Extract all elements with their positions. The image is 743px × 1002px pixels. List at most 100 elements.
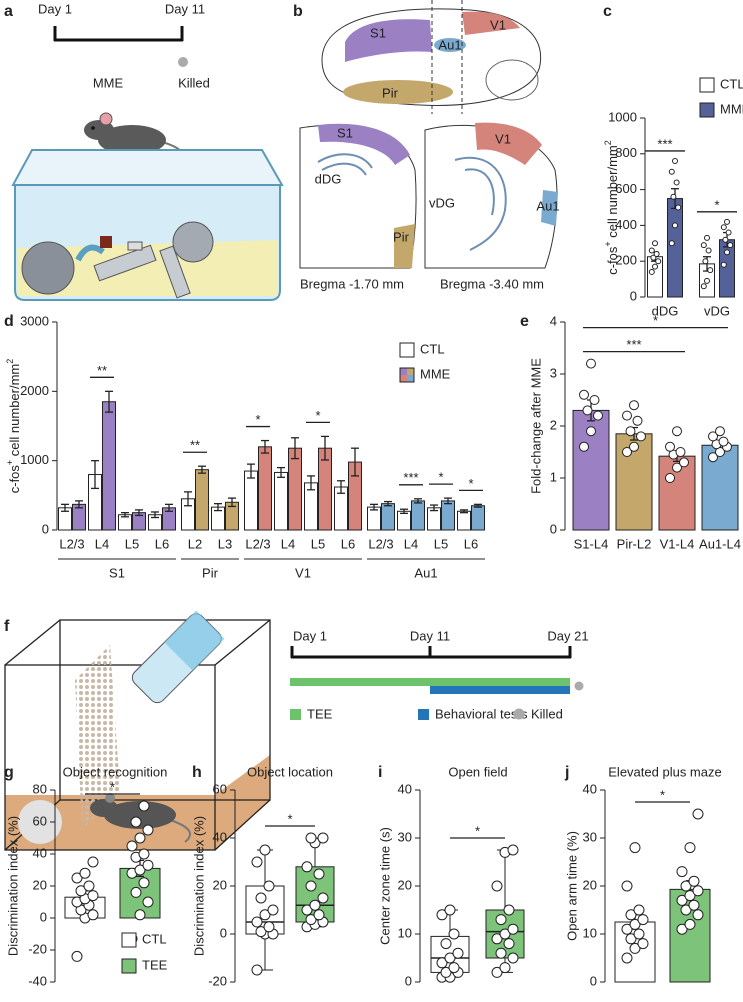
data-point	[259, 909, 271, 921]
mouse	[90, 793, 191, 843]
chart-title: Object location	[247, 764, 333, 779]
panel-letter: j	[564, 764, 569, 781]
data-point	[704, 277, 710, 284]
panel-letter: b	[293, 3, 303, 20]
data-point	[637, 914, 649, 926]
y-axis-label-part: cell number/mm	[605, 145, 620, 241]
region-label: Pir	[393, 229, 410, 244]
x-tick-label: L2/3	[368, 536, 393, 551]
significance: *	[660, 787, 665, 802]
data-point	[633, 928, 645, 940]
y-tick-label: 40	[213, 829, 227, 844]
data-point	[679, 457, 689, 468]
significance: ***	[403, 470, 418, 485]
significance: ***	[626, 337, 641, 352]
legend-label: MME	[720, 101, 743, 116]
data-point	[317, 892, 329, 904]
legend-label: TEE	[142, 957, 168, 972]
data-point	[593, 410, 603, 421]
x-tick-label: L2/3	[245, 536, 270, 551]
legend-swatch-part	[407, 375, 414, 382]
region-label: Au1	[536, 198, 559, 213]
region-au1	[541, 190, 558, 226]
region-s1	[318, 123, 410, 165]
data-point	[652, 263, 658, 270]
data-point	[313, 909, 325, 921]
y-tick-label: 40	[583, 781, 597, 796]
data-point	[582, 405, 593, 416]
data-point	[263, 921, 275, 933]
legend-swatch-part	[400, 368, 407, 375]
data-point	[672, 157, 678, 164]
data-point	[126, 840, 138, 852]
bar-mme	[258, 446, 272, 531]
bottle	[131, 610, 225, 704]
legend-label: MME	[420, 366, 451, 381]
tests-period	[430, 686, 570, 694]
panel-letter: h	[192, 764, 202, 781]
timeline-label: Day 1	[38, 1, 72, 16]
x-tick-label: dDG	[652, 303, 679, 318]
legend-swatch-part	[400, 375, 407, 382]
data-point	[692, 909, 704, 921]
timeline-label: Day 11	[410, 628, 450, 643]
y-tick-label: 0	[220, 925, 227, 940]
data-point	[655, 258, 662, 265]
data-point	[255, 892, 267, 904]
data-point	[653, 251, 660, 258]
data-point	[138, 848, 150, 860]
x-tick-label: L6	[155, 536, 169, 551]
timeline	[290, 646, 572, 659]
data-point	[676, 923, 688, 935]
y-tick-label: 200	[615, 253, 637, 268]
data-point	[440, 966, 452, 978]
data-point	[579, 389, 589, 400]
cerebellum	[485, 59, 539, 101]
y-axis-label-part: +	[603, 241, 613, 246]
y-tick-label: 1000	[608, 109, 637, 124]
y-axis-label-part: +	[5, 460, 15, 465]
data-point	[625, 909, 637, 921]
y-tick-label: 20	[583, 877, 597, 892]
data-point	[665, 473, 675, 483]
data-point	[672, 222, 678, 229]
data-point	[138, 877, 150, 889]
y-axis-label-part: cell number/mm	[7, 364, 22, 460]
bar-mme	[102, 401, 116, 531]
group-label: V1	[295, 565, 311, 580]
data-point	[130, 816, 142, 828]
legend-label: CTL	[720, 76, 743, 91]
region-label: vDG	[429, 195, 455, 210]
chart-title: Object recognition	[63, 764, 168, 779]
data-point	[448, 928, 460, 940]
data-point	[727, 242, 734, 249]
data-point	[444, 904, 456, 916]
data-point	[503, 938, 515, 950]
panel-letter: e	[520, 313, 529, 330]
region-pir	[394, 224, 415, 268]
region-label: Au1	[438, 37, 461, 52]
hippocampus	[317, 153, 373, 176]
data-point	[317, 832, 329, 844]
x-tick-label: L2/3	[59, 536, 84, 551]
significance: *	[653, 313, 658, 328]
x-tick-label: L6	[464, 536, 478, 551]
data-point	[637, 938, 649, 950]
timeline-label: Day 11	[165, 1, 205, 16]
tee-period	[290, 678, 570, 686]
data-point	[263, 880, 275, 892]
region-label: Pir	[382, 85, 399, 100]
data-point	[134, 909, 146, 921]
y-axis-label: Open arm time (%)	[564, 831, 579, 941]
legend-swatch	[121, 958, 137, 974]
y-axis-label-part: c-fos	[605, 246, 620, 275]
treatment-label: MME	[93, 75, 124, 90]
data-point	[722, 236, 729, 243]
data-point	[724, 249, 730, 256]
data-point	[301, 861, 313, 873]
data-point	[495, 947, 507, 959]
data-point	[672, 462, 682, 473]
group-label: Au1	[414, 565, 437, 580]
panel-letter: g	[4, 764, 14, 781]
